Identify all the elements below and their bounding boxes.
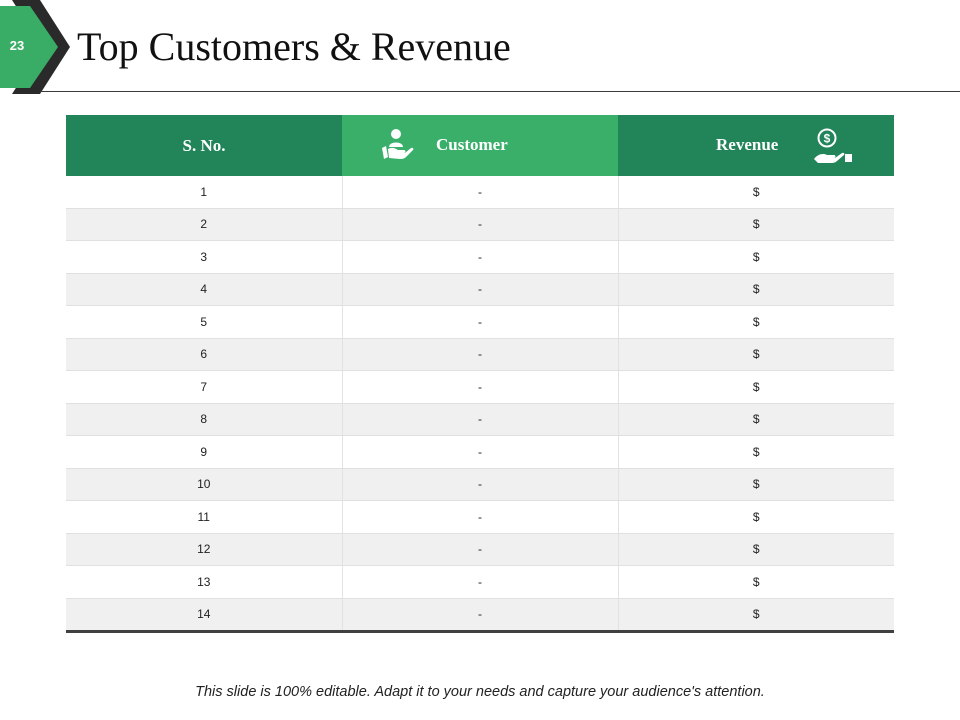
cell-customer: - (341, 370, 618, 404)
chevron-arrow-icon (0, 0, 70, 94)
table-header-row: S. No. Customer Revenue (66, 115, 894, 176)
header-revenue-label: Revenue (716, 135, 779, 154)
cell-sno: 10 (66, 468, 342, 501)
cell-revenue: $ (617, 338, 894, 371)
cell-sno: 3 (66, 240, 342, 274)
header-customer-label: Customer (436, 135, 508, 154)
cell-sno: 2 (66, 208, 342, 241)
cell-customer: - (341, 468, 618, 501)
table-body: 1- $2- $3- $4- $5- $6- $7- $8- $9- $10- $11- $12- $1… (66, 176, 894, 633)
cell-sno: 12 (66, 533, 342, 566)
cell-revenue: $ (617, 305, 894, 339)
table-row: 6- $ (66, 338, 894, 371)
table-row: 1- $ (66, 176, 894, 209)
table-row: 11- $ (66, 500, 894, 534)
svg-text:$: $ (824, 132, 831, 146)
table-row: 14- $ (66, 598, 894, 633)
cell-customer: - (341, 338, 618, 371)
cell-sno: 14 (66, 598, 342, 633)
cell-sno: 9 (66, 435, 342, 469)
cell-revenue: $ (617, 468, 894, 501)
cell-customer: - (341, 403, 618, 436)
slide-title: Top Customers & Revenue (77, 24, 511, 69)
cell-sno: 6 (66, 338, 342, 371)
cell-customer: - (341, 273, 618, 306)
cell-revenue: $ (617, 435, 894, 469)
slide-number: 23 (9, 38, 25, 53)
cell-customer: - (341, 565, 618, 599)
cell-customer: - (341, 435, 618, 469)
cell-sno: 11 (66, 500, 342, 534)
slide-number-badge: 23 (0, 0, 80, 94)
table-row: 5- $ (66, 305, 894, 339)
cell-revenue: $ (617, 403, 894, 436)
cell-revenue: $ (617, 500, 894, 534)
cell-revenue: $ (617, 370, 894, 404)
cell-sno: 13 (66, 565, 342, 599)
cell-customer: - (341, 176, 618, 209)
cell-customer: - (341, 208, 618, 241)
cell-customer: - (341, 500, 618, 534)
cell-revenue: $ (617, 208, 894, 241)
cell-sno: 7 (66, 370, 342, 404)
table-row: 10- $ (66, 468, 894, 501)
customer-hand-icon (378, 127, 414, 168)
cell-customer: - (341, 533, 618, 566)
cell-revenue: $ (617, 176, 894, 209)
title-divider (40, 91, 960, 92)
table-row: 4- $ (66, 273, 894, 306)
table-row: 12- $ (66, 533, 894, 566)
table-row: 3- $ (66, 240, 894, 274)
table-row: 9- $ (66, 435, 894, 469)
cell-revenue: $ (617, 565, 894, 599)
cell-customer: - (341, 305, 618, 339)
table-row: 7- $ (66, 370, 894, 404)
cell-sno: 1 (66, 176, 342, 209)
header-sno: S. No. (66, 115, 342, 176)
money-hand-icon: $ (812, 127, 856, 172)
cell-customer: - (341, 598, 618, 633)
cell-revenue: $ (617, 598, 894, 633)
cell-revenue: $ (617, 273, 894, 306)
header-sno-label: S. No. (182, 135, 226, 155)
cell-sno: 4 (66, 273, 342, 306)
header-revenue: Revenue $ (618, 115, 894, 176)
cell-customer: - (341, 240, 618, 274)
header-customer: Customer (342, 115, 618, 176)
cell-revenue: $ (617, 240, 894, 274)
cell-sno: 5 (66, 305, 342, 339)
customers-table: S. No. Customer Revenue (66, 115, 894, 633)
table-row: 8- $ (66, 403, 894, 436)
table-row: 2- $ (66, 208, 894, 241)
cell-sno: 8 (66, 403, 342, 436)
cell-revenue: $ (617, 533, 894, 566)
footer-note: This slide is 100% editable. Adapt it to… (195, 684, 765, 700)
table-row: 13- $ (66, 565, 894, 599)
